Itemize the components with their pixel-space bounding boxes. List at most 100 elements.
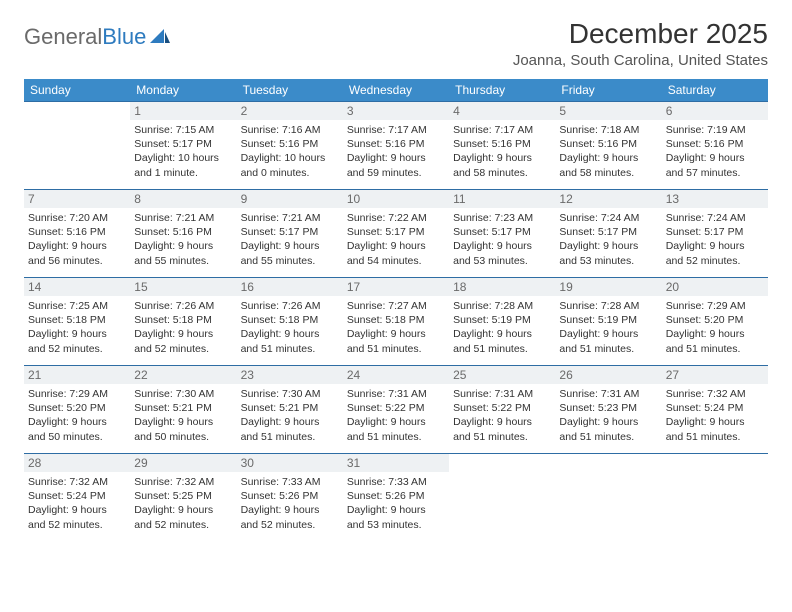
- day-number: 26: [555, 366, 661, 384]
- day-detail-line: and 55 minutes.: [134, 254, 232, 268]
- day-detail-line: Sunrise: 7:18 AM: [559, 123, 657, 137]
- day-cell: 31Sunrise: 7:33 AMSunset: 5:26 PMDayligh…: [343, 454, 449, 542]
- day-cell: 11Sunrise: 7:23 AMSunset: 5:17 PMDayligh…: [449, 190, 555, 278]
- day-detail-line: Sunrise: 7:19 AM: [666, 123, 764, 137]
- day-detail-line: Sunset: 5:26 PM: [347, 489, 445, 503]
- day-cell: 4Sunrise: 7:17 AMSunset: 5:16 PMDaylight…: [449, 102, 555, 190]
- day-detail-line: Sunrise: 7:17 AM: [453, 123, 551, 137]
- day-number: 20: [662, 278, 768, 296]
- day-detail-line: Sunset: 5:16 PM: [559, 137, 657, 151]
- day-number: 30: [237, 454, 343, 472]
- calendar-table: SundayMondayTuesdayWednesdayThursdayFrid…: [24, 79, 768, 542]
- day-detail-line: and 59 minutes.: [347, 166, 445, 180]
- day-detail-line: Sunset: 5:16 PM: [134, 225, 232, 239]
- day-detail-line: Sunrise: 7:29 AM: [28, 387, 126, 401]
- day-detail-line: Sunset: 5:16 PM: [666, 137, 764, 151]
- week-row: 21Sunrise: 7:29 AMSunset: 5:20 PMDayligh…: [24, 366, 768, 454]
- day-detail-line: and 52 minutes.: [241, 518, 339, 532]
- day-detail-line: Sunset: 5:20 PM: [666, 313, 764, 327]
- day-number: 9: [237, 190, 343, 208]
- day-detail-line: and 51 minutes.: [559, 430, 657, 444]
- day-detail-line: Sunrise: 7:23 AM: [453, 211, 551, 225]
- day-number: 8: [130, 190, 236, 208]
- day-number: 23: [237, 366, 343, 384]
- day-number: 2: [237, 102, 343, 120]
- day-detail-line: Daylight: 9 hours: [28, 327, 126, 341]
- day-detail-line: Sunset: 5:21 PM: [241, 401, 339, 415]
- day-cell: 15Sunrise: 7:26 AMSunset: 5:18 PMDayligh…: [130, 278, 236, 366]
- day-detail-line: and 50 minutes.: [134, 430, 232, 444]
- day-detail-line: Sunrise: 7:30 AM: [134, 387, 232, 401]
- day-number: 29: [130, 454, 236, 472]
- day-cell: 19Sunrise: 7:28 AMSunset: 5:19 PMDayligh…: [555, 278, 661, 366]
- day-cell: 24Sunrise: 7:31 AMSunset: 5:22 PMDayligh…: [343, 366, 449, 454]
- day-detail-line: Sunset: 5:25 PM: [134, 489, 232, 503]
- month-title: December 2025: [513, 18, 768, 50]
- day-cell: 5Sunrise: 7:18 AMSunset: 5:16 PMDaylight…: [555, 102, 661, 190]
- day-detail-line: Sunrise: 7:17 AM: [347, 123, 445, 137]
- day-cell: 22Sunrise: 7:30 AMSunset: 5:21 PMDayligh…: [130, 366, 236, 454]
- day-detail-line: Sunrise: 7:32 AM: [28, 475, 126, 489]
- day-number: 11: [449, 190, 555, 208]
- day-detail-line: Sunrise: 7:21 AM: [134, 211, 232, 225]
- day-detail-line: Sunset: 5:18 PM: [347, 313, 445, 327]
- day-detail-line: Sunrise: 7:28 AM: [453, 299, 551, 313]
- day-detail-line: and 0 minutes.: [241, 166, 339, 180]
- calendar-page: GeneralBlue December 2025 Joanna, South …: [0, 0, 792, 552]
- week-row: 14Sunrise: 7:25 AMSunset: 5:18 PMDayligh…: [24, 278, 768, 366]
- day-number: 17: [343, 278, 449, 296]
- day-number: 1: [130, 102, 236, 120]
- day-detail-line: Sunset: 5:26 PM: [241, 489, 339, 503]
- day-detail-line: Sunrise: 7:21 AM: [241, 211, 339, 225]
- day-detail-line: Sunrise: 7:22 AM: [347, 211, 445, 225]
- day-cell: [662, 454, 768, 542]
- day-cell: 18Sunrise: 7:28 AMSunset: 5:19 PMDayligh…: [449, 278, 555, 366]
- day-detail-line: and 52 minutes.: [134, 518, 232, 532]
- day-detail-line: Sunset: 5:22 PM: [453, 401, 551, 415]
- day-detail-line: Sunrise: 7:27 AM: [347, 299, 445, 313]
- day-detail-line: Sunset: 5:16 PM: [241, 137, 339, 151]
- day-detail-line: and 54 minutes.: [347, 254, 445, 268]
- day-cell: [555, 454, 661, 542]
- day-cell: 27Sunrise: 7:32 AMSunset: 5:24 PMDayligh…: [662, 366, 768, 454]
- day-detail-line: Sunset: 5:20 PM: [28, 401, 126, 415]
- day-detail-line: Sunset: 5:19 PM: [453, 313, 551, 327]
- brand-text: GeneralBlue: [24, 24, 146, 50]
- day-number: 27: [662, 366, 768, 384]
- day-cell: 28Sunrise: 7:32 AMSunset: 5:24 PMDayligh…: [24, 454, 130, 542]
- day-detail-line: Sunrise: 7:24 AM: [559, 211, 657, 225]
- day-number: 6: [662, 102, 768, 120]
- weekday-header: Saturday: [662, 79, 768, 102]
- day-detail-line: and 52 minutes.: [28, 518, 126, 532]
- day-cell: 16Sunrise: 7:26 AMSunset: 5:18 PMDayligh…: [237, 278, 343, 366]
- day-cell: 3Sunrise: 7:17 AMSunset: 5:16 PMDaylight…: [343, 102, 449, 190]
- weekday-header: Tuesday: [237, 79, 343, 102]
- day-cell: 29Sunrise: 7:32 AMSunset: 5:25 PMDayligh…: [130, 454, 236, 542]
- day-detail-line: Daylight: 9 hours: [347, 503, 445, 517]
- day-detail-line: Daylight: 9 hours: [134, 239, 232, 253]
- day-detail-line: Daylight: 9 hours: [347, 415, 445, 429]
- day-number: 12: [555, 190, 661, 208]
- day-detail-line: and 1 minute.: [134, 166, 232, 180]
- day-cell: [449, 454, 555, 542]
- day-number: 14: [24, 278, 130, 296]
- day-detail-line: Sunset: 5:24 PM: [28, 489, 126, 503]
- day-detail-line: Daylight: 9 hours: [559, 239, 657, 253]
- calendar-head: SundayMondayTuesdayWednesdayThursdayFrid…: [24, 79, 768, 102]
- calendar-body: 1Sunrise: 7:15 AMSunset: 5:17 PMDaylight…: [24, 102, 768, 542]
- day-detail-line: Daylight: 9 hours: [347, 327, 445, 341]
- day-detail-line: and 56 minutes.: [28, 254, 126, 268]
- day-detail-line: Sunset: 5:19 PM: [559, 313, 657, 327]
- brand-gray: General: [24, 24, 102, 49]
- day-detail-line: and 58 minutes.: [453, 166, 551, 180]
- day-detail-line: Daylight: 9 hours: [559, 151, 657, 165]
- day-detail-line: and 53 minutes.: [559, 254, 657, 268]
- day-detail-line: and 52 minutes.: [134, 342, 232, 356]
- day-detail-line: Sunset: 5:17 PM: [666, 225, 764, 239]
- day-cell: 23Sunrise: 7:30 AMSunset: 5:21 PMDayligh…: [237, 366, 343, 454]
- day-detail-line: Sunrise: 7:33 AM: [347, 475, 445, 489]
- day-detail-line: and 51 minutes.: [666, 430, 764, 444]
- day-detail-line: Sunrise: 7:29 AM: [666, 299, 764, 313]
- brand-blue: Blue: [102, 24, 146, 49]
- week-row: 28Sunrise: 7:32 AMSunset: 5:24 PMDayligh…: [24, 454, 768, 542]
